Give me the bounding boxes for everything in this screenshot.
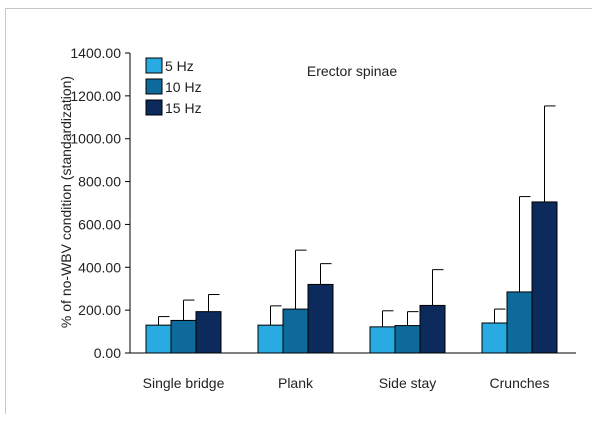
y-tick-label: 800.00 (78, 174, 121, 190)
bar (195, 311, 222, 354)
y-tick-label: 1200.00 (70, 88, 121, 104)
legend-label: 5 Hz (165, 58, 194, 74)
bar (282, 308, 309, 354)
bar (531, 201, 558, 354)
y-tick-label: 600.00 (78, 216, 121, 232)
chart-title: Erector spinae (307, 63, 397, 79)
legend: 5 Hz 10 Hz 15 Hz (145, 57, 202, 116)
error-bars (158, 105, 556, 327)
legend-label: 10 Hz (165, 79, 202, 95)
bar (170, 319, 197, 354)
bar (307, 283, 334, 354)
x-tick-label: Plank (278, 375, 314, 391)
bar (506, 291, 533, 354)
legend-swatch (145, 78, 163, 95)
legend-swatch (145, 57, 163, 74)
bars (145, 201, 558, 354)
y-tick-label: 0.00 (94, 345, 121, 361)
y-tick-label: 1400.00 (70, 45, 121, 61)
x-tick-label: Side stay (379, 375, 437, 391)
bar (257, 324, 284, 354)
x-tick-label: Single bridge (143, 375, 225, 391)
bar (369, 326, 396, 354)
bar (394, 325, 421, 354)
y-tick-label: 400.00 (78, 259, 121, 275)
x-tick-label: Crunches (490, 375, 550, 391)
x-tick-labels: Single bridge Plank Side stay Crunches (143, 375, 550, 391)
bar (419, 304, 446, 354)
y-ticks: 0.00 200.00 400.00 600.00 800.00 1000.00 1200.… (70, 45, 130, 361)
legend-label: 15 Hz (165, 100, 202, 116)
y-tick-label: 1000.00 (70, 131, 121, 147)
bar (145, 324, 172, 354)
y-tick-label: 200.00 (78, 302, 121, 318)
legend-swatch (145, 99, 163, 116)
bar (481, 322, 508, 354)
y-axis-label: % of no-WBV condition (standardization) (58, 76, 74, 328)
